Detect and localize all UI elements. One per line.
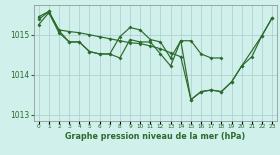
X-axis label: Graphe pression niveau de la mer (hPa): Graphe pression niveau de la mer (hPa) [65,132,246,141]
